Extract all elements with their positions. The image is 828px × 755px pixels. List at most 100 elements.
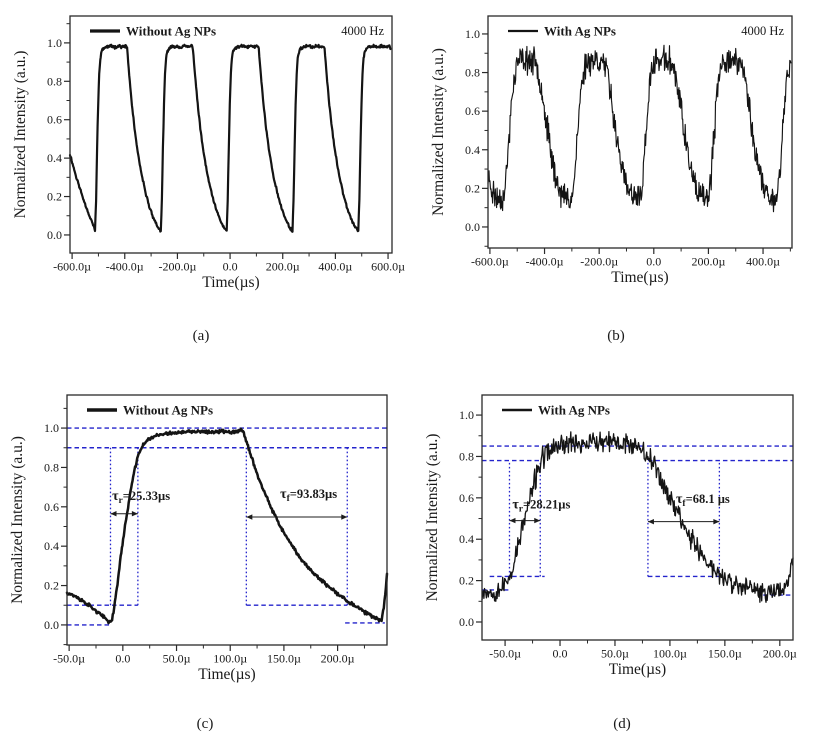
y-tick-label: 0.4 — [47, 151, 62, 165]
plot-frame — [481, 394, 794, 641]
x-axis-title: Time(µs) — [198, 666, 255, 683]
y-tick-label: 0.4 — [44, 539, 59, 553]
y-axis: 0.0 0.2 0.4 0.6 0.8 1.0 — [465, 27, 488, 247]
y-tick-label: 0.2 — [459, 574, 474, 588]
legend: Without Ag NPs — [87, 403, 213, 418]
caption-c: (c) — [196, 716, 214, 732]
x-tick-label: -400.0µ — [526, 255, 564, 269]
y-axis-title: Normalized Intensity (a.u.) — [12, 51, 29, 219]
y-tick-label: 1.0 — [459, 408, 474, 422]
caption-d: (d) — [613, 716, 631, 732]
x-tick-label: 400.0µ — [318, 260, 352, 274]
y-axis: 0.0 0.2 0.4 0.6 0.8 1.0 — [44, 407, 67, 646]
x-tick-label: 400.0µ — [746, 255, 780, 269]
y-tick-label: 0.2 — [47, 190, 62, 204]
arrow-head-left-icon — [647, 518, 654, 525]
x-tick-label: 100.0µ — [653, 647, 687, 661]
plot-frame — [66, 394, 388, 646]
caption-b: (b) — [607, 328, 625, 344]
x-tick-label: 0.0 — [553, 647, 568, 661]
panel-d-plot: τr=28.21µs τf=68.1 µs -50.0µ 0.0 50.0µ 100.0µ… — [424, 394, 797, 678]
y-tick-label: 0.8 — [459, 449, 474, 463]
arrow-head-right-icon — [713, 518, 720, 525]
x-tick-label: -600.0µ — [53, 260, 91, 274]
y-tick-label: 0.4 — [459, 532, 474, 546]
guide-lines — [482, 445, 793, 596]
tau-label: τr=25.33µs — [112, 489, 170, 506]
x-tick-label: 200.0µ — [321, 652, 355, 666]
y-axis-title: Normalized Intensity (a.u.) — [9, 436, 26, 604]
x-tick-label: 0.0 — [115, 652, 130, 666]
x-tick-label: 50.0µ — [601, 647, 629, 661]
x-tick-label: 0.0 — [646, 255, 661, 269]
y-tick-label: 0.6 — [465, 104, 480, 118]
signal-trace — [68, 43, 392, 233]
x-axis-title: Time(µs) — [609, 661, 666, 678]
y-tick-label: 0.0 — [47, 228, 62, 242]
y-axis: 0.0 0.2 0.4 0.6 0.8 1.0 — [459, 408, 482, 629]
plot-frame — [69, 15, 393, 254]
y-tick-label: 0.8 — [44, 460, 59, 474]
x-axis: -50.0µ 0.0 50.0µ 100.0µ 150.0µ 200.0µ — [53, 645, 365, 666]
x-tick-label: -50.0µ — [489, 647, 521, 661]
y-axis: 0.0 0.2 0.4 0.6 0.8 1.0 — [47, 23, 70, 242]
y-tick-label: 0.0 — [465, 220, 480, 234]
legend: With Ag NPs — [508, 24, 616, 39]
y-axis-title: Normalized Intensity (a.u.) — [424, 434, 441, 602]
x-axis-title: Time(µs) — [202, 274, 259, 291]
y-tick-label: 0.6 — [44, 500, 59, 514]
plot-frame — [487, 15, 793, 249]
y-tick-label: 0.6 — [47, 113, 62, 127]
y-tick-label: 1.0 — [47, 36, 62, 50]
legend: Without Ag NPs — [90, 24, 216, 39]
signal-trace — [481, 430, 794, 603]
y-tick-label: 0.4 — [465, 143, 480, 157]
y-axis-title: Normalized Intensity (a.u.) — [430, 48, 447, 216]
caption-a: (a) — [192, 328, 210, 344]
legend-label: With Ag NPs — [538, 403, 610, 418]
panel-a-plot: -600.0µ -400.0µ -200.0µ 0.0 200.0µ 400.0µ 600.… — [12, 15, 405, 291]
x-tick-label: -200.0µ — [158, 260, 196, 274]
x-tick-label: 200.0µ — [763, 647, 797, 661]
x-tick-label: 150.0µ — [708, 647, 742, 661]
x-tick-label: -600.0µ — [471, 255, 509, 269]
panel-c-plot: τr=25.33µs τf=93.83µs -50.0µ 0.0 50.0µ 100.0µ… — [9, 394, 389, 683]
arrow-head-right-icon — [131, 511, 138, 517]
y-tick-label: 0.0 — [44, 618, 59, 632]
y-tick-label: 0.2 — [44, 579, 59, 593]
y-tick-label: 0.2 — [465, 181, 480, 195]
x-tick-label: 50.0µ — [163, 652, 191, 666]
y-tick-label: 0.8 — [465, 66, 480, 80]
x-tick-label: 0.0 — [223, 260, 238, 274]
legend: With Ag NPs — [502, 403, 610, 418]
tau-annotation: τf=93.83µs — [246, 487, 348, 520]
x-tick-label: -200.0µ — [580, 255, 618, 269]
x-tick-label: 100.0µ — [213, 652, 247, 666]
legend-label: Without Ag NPs — [126, 24, 216, 39]
x-axis: -600.0µ -400.0µ -200.0µ 0.0 200.0µ 400.0µ 600.… — [53, 253, 405, 274]
arrow-head-right-icon — [534, 517, 541, 524]
tau-annotation: τf=68.1 µs — [647, 492, 730, 525]
guide-lines — [67, 427, 387, 626]
x-tick-label: 150.0µ — [267, 652, 301, 666]
legend-label: With Ag NPs — [544, 24, 616, 39]
x-tick-label: -400.0µ — [106, 260, 144, 274]
x-tick-label: 200.0µ — [691, 255, 725, 269]
x-axis: -600.0µ -400.0µ -200.0µ 0.0 200.0µ 400.0µ — [471, 248, 791, 269]
signal-trace — [65, 427, 389, 625]
y-tick-label: 1.0 — [465, 27, 480, 41]
x-tick-label: -50.0µ — [53, 652, 85, 666]
arrow-head-right-icon — [341, 514, 348, 520]
arrow-head-left-icon — [246, 514, 253, 520]
y-tick-label: 1.0 — [44, 421, 59, 435]
y-tick-label: 0.8 — [47, 74, 62, 88]
tau-annotation: τr=25.33µs — [110, 489, 170, 517]
signal-trace — [487, 44, 792, 213]
x-tick-label: 600.0µ — [371, 260, 405, 274]
arrow-head-left-icon — [110, 511, 117, 517]
tau-label: τf=93.83µs — [280, 487, 337, 504]
legend-label: Without Ag NPs — [123, 403, 213, 418]
x-axis-title: Time(µs) — [611, 269, 668, 286]
y-tick-label: 0.6 — [459, 491, 474, 505]
